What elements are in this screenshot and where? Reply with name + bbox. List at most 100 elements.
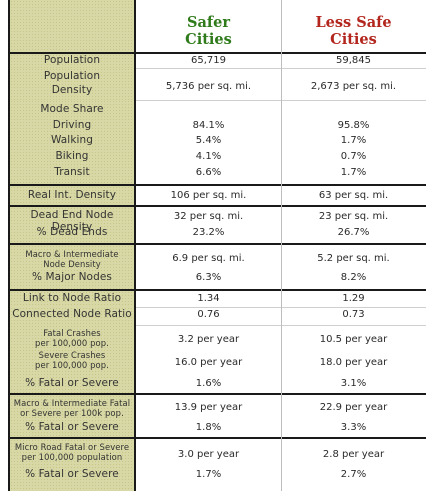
safer-value: 1.8% <box>195 422 222 433</box>
column-divider <box>281 0 282 491</box>
row-label-cell: Macro & Intermediate Fatal or Severe per … <box>8 395 136 437</box>
row-label-cell: Population Density <box>8 68 136 100</box>
safer-value: 13.9 per year <box>174 402 243 413</box>
less-safe-value-cell: 1.29 <box>281 291 426 307</box>
less-safe-value-cell: 95.8% 1.7% 0.7% 1.7% <box>281 100 426 184</box>
less-safe-value: 10.5 per year <box>319 334 388 345</box>
safer-value: 1.6% <box>195 378 222 389</box>
row-label-cell: Population <box>8 54 136 68</box>
safer-value-cell: 3.0 per year 1.7% <box>136 439 281 491</box>
header-less-safe-line1: Less Safe <box>315 14 392 31</box>
less-safe-value: 2.8 per year <box>322 449 385 460</box>
row-label-text: Fatal Crashes <box>43 327 101 338</box>
less-safe-value: 63 per sq. mi. <box>318 190 389 201</box>
safer-value-cell: 5,736 per sq. mi. <box>136 68 281 100</box>
label-column-left-border <box>8 0 10 491</box>
row-label-text: % Fatal or Severe <box>25 421 119 434</box>
less-safe-value-cell: 23 per sq. mi. 26.7% <box>281 207 426 243</box>
row-label-cell: Link to Node Ratio <box>8 291 136 307</box>
safer-value: 1.7% <box>195 469 222 480</box>
header-label-cell <box>8 0 136 52</box>
section-divider <box>8 243 426 245</box>
safer-value: 3.0 per year <box>177 449 240 460</box>
less-safe-value: 23 per sq. mi. <box>318 211 389 222</box>
less-safe-value: 26.7% <box>337 227 370 238</box>
row-label-text: Population <box>43 70 101 83</box>
header-divider <box>8 52 426 54</box>
less-safe-value: 3.1% <box>340 378 367 389</box>
header-safer-cities: Safer Cities <box>136 14 281 48</box>
safer-value: 16.0 per year <box>174 357 243 368</box>
safer-value: 0.76 <box>197 309 220 320</box>
row-label-text: Walking <box>50 134 94 147</box>
label-column-right-border <box>134 0 136 491</box>
safer-value: 84.1% <box>192 120 225 131</box>
section-divider <box>8 437 426 439</box>
safer-value: 23.2% <box>192 227 225 238</box>
row-label-text: per 100,000 pop. <box>35 359 109 370</box>
less-safe-value: 22.9 per year <box>319 402 388 413</box>
less-safe-value: 95.8% <box>337 120 370 131</box>
row-label-text: Macro & Intermediate <box>25 248 119 259</box>
row-label-cell: Dead End Node Density% Dead Ends <box>8 207 136 243</box>
safer-value-cell: 6.9 per sq. mi. 6.3% <box>136 245 281 289</box>
safer-value-cell: 0.76 <box>136 307 281 325</box>
safer-value-cell: 1.34 <box>136 291 281 307</box>
header-safer-line2: Cities <box>185 31 232 48</box>
section-divider <box>8 289 426 291</box>
less-safe-value: 0.73 <box>342 309 365 320</box>
less-safe-value-cell: 2.8 per year 2.7% <box>281 439 426 491</box>
safer-value-cell: 84.1% 5.4% 4.1% 6.6% <box>136 100 281 184</box>
safer-value: 1.34 <box>197 293 220 304</box>
less-safe-value: 2,673 per sq. mi. <box>310 81 397 92</box>
row-label-text: Link to Node Ratio <box>22 292 122 305</box>
row-label-text: % Fatal or Severe <box>25 468 119 481</box>
row-label-text: % Fatal or Severe <box>25 377 119 390</box>
less-safe-value: 1.7% <box>340 167 367 178</box>
row-label-text: Population <box>43 54 101 67</box>
safer-value: 6.3% <box>195 272 222 283</box>
safer-value: 32 per sq. mi. <box>173 211 244 222</box>
less-safe-value-cell: 22.9 per year 3.3% <box>281 395 426 437</box>
less-safe-value: 2.7% <box>340 469 367 480</box>
row-label-text: Node Density <box>43 258 101 269</box>
row-label-text: Transit <box>54 166 90 179</box>
less-safe-value-cell: 2,673 per sq. mi. <box>281 68 426 100</box>
less-safe-value-cell: 10.5 per year 18.0 per year 3.1% <box>281 325 426 393</box>
row-label-text: Real Int. Density <box>27 189 117 202</box>
header-less-safe-cities: Less Safe Cities <box>281 14 426 48</box>
row-label-cell: Macro & Intermediate Node Density % Major … <box>8 245 136 289</box>
safer-value-cell: 32 per sq. mi. 23.2% <box>136 207 281 243</box>
header-less-safe-line2: Cities <box>330 31 377 48</box>
row-label-text: per 100,000 pop. <box>35 337 109 348</box>
row-label-text: or Severe per 100k pop. <box>20 407 124 418</box>
row-label-text: Micro Road Fatal or Severe <box>14 441 130 452</box>
row-label-text: % Dead Ends <box>36 226 108 239</box>
section-divider <box>8 393 426 395</box>
safer-value-cell: 106 per sq. mi. <box>136 186 281 205</box>
less-safe-value: 3.3% <box>340 422 367 433</box>
section-divider <box>8 184 426 186</box>
less-safe-value: 1.7% <box>340 135 367 146</box>
less-safe-value: 18.0 per year <box>319 357 388 368</box>
row-label-cell: Micro Road Fatal or Severe per 100,000 po… <box>8 439 136 491</box>
safer-value-cell: 65,719 <box>136 54 281 68</box>
section-divider <box>8 205 426 207</box>
less-safe-value-cell: 59,845 <box>281 54 426 68</box>
row-label-text: Density <box>51 84 93 97</box>
row-label-cell: Connected Node Ratio <box>8 307 136 325</box>
safer-value: 4.1% <box>195 151 222 162</box>
safer-value: 3.2 per year <box>177 334 240 345</box>
row-label-text: Macro & Intermediate Fatal <box>13 397 131 408</box>
less-safe-value: 1.29 <box>342 293 365 304</box>
row-label-text: Mode Share <box>40 103 104 116</box>
row-label-text: Biking <box>55 150 89 163</box>
row-label-cell: Real Int. Density <box>8 186 136 205</box>
row-label-cell: Fatal Crashes per 100,000 pop. Severe Cras… <box>8 325 136 393</box>
less-safe-value-cell: 0.73 <box>281 307 426 325</box>
row-label-cell: Mode Share Driving Walking Biking Transit <box>8 100 136 184</box>
less-safe-value: 59,845 <box>336 55 371 66</box>
safer-value: 5.4% <box>195 135 222 146</box>
less-safe-value: 0.7% <box>340 151 367 162</box>
